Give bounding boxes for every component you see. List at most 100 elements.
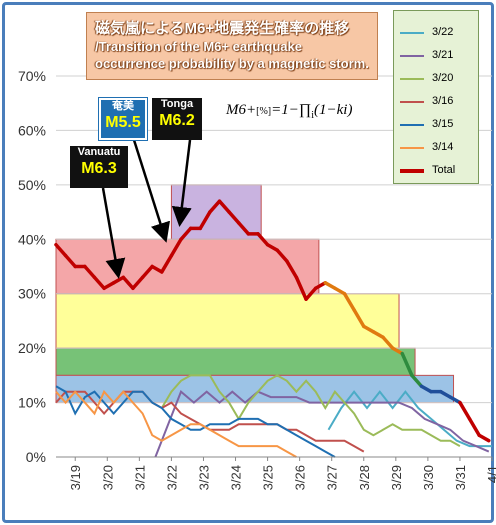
- quake-name-vanuatu: Vanuatu: [77, 146, 121, 158]
- y-tick-label: 30%: [18, 286, 46, 302]
- total-line-segment: [140, 264, 154, 280]
- total-line-segment: [323, 281, 337, 291]
- chart-title-en-1: /Transition of the M6+ earthquake: [95, 39, 302, 54]
- chart-title-en-2: occurrence probability by a magnetic sto…: [95, 56, 369, 71]
- probability-band-0: [55, 238, 320, 295]
- formula-lhs: M6+: [226, 102, 257, 118]
- quake-mag-amami: M5.5: [105, 114, 141, 131]
- total-line-segment: [217, 199, 231, 214]
- x-tick-label: 3/29: [389, 465, 404, 490]
- y-tick-label: 60%: [18, 122, 46, 138]
- y-tick-label: 10%: [18, 395, 46, 411]
- total-line-segment: [54, 242, 68, 258]
- formula-rhs: =1−∏: [271, 102, 312, 118]
- total-line-segment: [208, 199, 222, 214]
- arrow-amami: [132, 139, 171, 243]
- probability-band-2: [55, 293, 400, 349]
- total-line-segment: [467, 417, 481, 437]
- total-line-segment: [275, 248, 289, 263]
- legend-label-3-16: 3/16: [432, 95, 454, 107]
- legend-item-3-20: 3/20: [400, 69, 478, 89]
- x-tick-label: 3/23: [196, 465, 211, 490]
- probability-band-3: [55, 347, 416, 376]
- y-tick-label: 70%: [18, 68, 46, 84]
- arrow-vanuatu: [101, 187, 126, 279]
- total-line-segment: [410, 373, 424, 388]
- total-line-segment: [419, 384, 433, 394]
- y-tick-label: 20%: [18, 340, 46, 356]
- arrow-tonga: [171, 139, 192, 227]
- formula-unit: [%]: [256, 106, 272, 117]
- quake-name-amami: 奄美: [112, 100, 134, 112]
- formula-sub: i: [311, 110, 314, 121]
- total-line-segment: [160, 253, 174, 274]
- total-line-segment: [92, 275, 106, 291]
- series-line-3-20: [160, 374, 461, 447]
- chart-legend: 3/22 3/21 3/20 3/16 3/15 3/14 Total: [393, 10, 479, 184]
- quake-name-tonga: Tonga: [160, 98, 194, 110]
- x-tick-label: 3/22: [164, 465, 179, 490]
- total-line-segment: [390, 346, 404, 356]
- x-tick-label: 3/28: [357, 465, 372, 490]
- total-line-segment: [179, 226, 193, 242]
- formula-tail: (1−ki): [314, 102, 353, 118]
- chart-title-box: 磁気嵐によるM6+地震発生確率の推移 /Transition of the M6…: [86, 12, 378, 80]
- quake-label-vanuatu: Vanuatu M6.3: [70, 146, 128, 188]
- x-tick-label: 4/1: [485, 465, 496, 483]
- total-line-segment: [371, 330, 385, 340]
- total-line-segment: [313, 281, 328, 291]
- total-line-segment: [362, 324, 376, 334]
- x-tick-label: 3/27: [325, 465, 340, 490]
- total-line-segment: [256, 232, 270, 247]
- total-line-segment: [150, 264, 164, 274]
- legend-item-3-22: 3/22: [400, 23, 478, 43]
- legend-label-3-22: 3/22: [432, 26, 454, 38]
- total-line-segment: [342, 291, 356, 312]
- total-line-segment: [83, 264, 97, 280]
- total-line-segment: [294, 275, 308, 301]
- total-line-segment: [400, 351, 414, 378]
- legend-label-total: Total: [432, 164, 456, 176]
- total-line-segment: [169, 237, 183, 258]
- total-line-segment: [333, 286, 347, 296]
- total-line-segment: [198, 210, 212, 231]
- quake-mag-tonga: M6.2: [159, 112, 195, 129]
- x-tick-label: 3/31: [453, 465, 468, 490]
- legend-label-3-15: 3/15: [432, 118, 454, 130]
- probability-formula: M6+[%]=1−∏i(1−ki): [226, 102, 352, 121]
- legend-item-3-16: 3/16: [400, 92, 478, 112]
- x-tick-label: 3/25: [261, 465, 276, 490]
- quake-label-amami: 奄美 M5.5: [98, 97, 148, 141]
- x-tick-label: 3/24: [229, 465, 244, 490]
- legend-item-3-14: 3/14: [400, 138, 478, 158]
- legend-item-3-15: 3/15: [400, 115, 478, 135]
- quake-label-tonga: Tonga M6.2: [152, 98, 202, 140]
- legend-item-total: Total: [400, 161, 478, 181]
- total-line-segment: [352, 308, 366, 329]
- x-tick-label: 3/20: [100, 465, 115, 490]
- total-line-segment: [63, 253, 77, 269]
- total-line-segment: [285, 259, 299, 280]
- total-line-segment: [477, 433, 491, 443]
- series-line-3-15: [55, 385, 336, 458]
- series-line-3-22: [327, 390, 492, 448]
- quake-mag-vanuatu: M6.3: [81, 160, 117, 177]
- total-line-segment: [121, 275, 135, 291]
- legend-label-3-20: 3/20: [432, 72, 454, 84]
- probability-band-4: [55, 374, 455, 404]
- series-line-3-14: [55, 389, 297, 458]
- total-line-segment: [448, 395, 462, 405]
- legend-item-3-21: 3/21: [400, 46, 478, 66]
- total-line-segment: [227, 210, 241, 225]
- x-tick-label: 3/19: [68, 465, 83, 490]
- legend-label-3-21: 3/21: [432, 49, 454, 61]
- x-tick-label: 3/21: [132, 465, 147, 490]
- total-line-segment: [304, 286, 318, 301]
- x-tick-label: 3/30: [421, 465, 436, 490]
- total-line-segment: [102, 281, 116, 291]
- chart-title-jp: 磁気嵐によるM6+地震発生確率の推移: [95, 20, 350, 37]
- total-line-segment: [438, 389, 453, 399]
- legend-label-3-14: 3/14: [432, 141, 454, 153]
- total-line-segment: [381, 335, 395, 350]
